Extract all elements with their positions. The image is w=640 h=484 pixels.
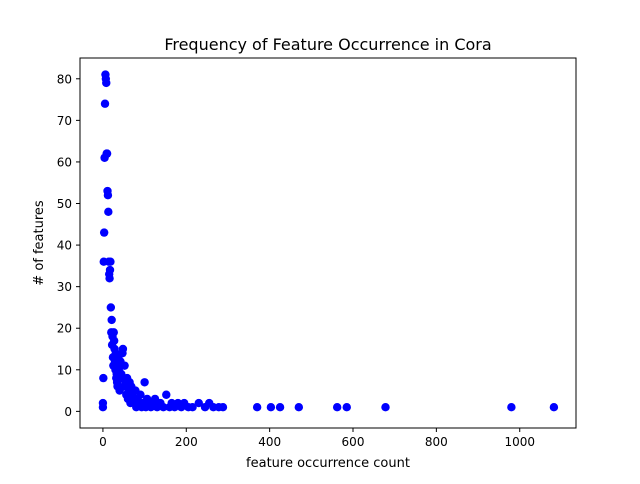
- y-tick-label-5: 50: [57, 197, 72, 211]
- data-point-75: [159, 403, 168, 412]
- data-point-9: [102, 78, 111, 88]
- axis-ticks: 0 200 400 600 800 1000 0 10 20 30 40 50 60 70 80: [57, 72, 535, 449]
- x-tick-label-1: 200: [175, 435, 198, 449]
- data-point-63: [136, 390, 145, 399]
- data-point-13: [103, 190, 113, 200]
- data-point-1: [98, 398, 108, 408]
- y-tick-label-7: 70: [57, 114, 72, 128]
- x-axis-label: feature occurrence count: [246, 456, 410, 471]
- y-tick-label-8: 80: [57, 72, 72, 86]
- x-tick-label-2: 400: [258, 435, 281, 449]
- data-point-66: [140, 378, 149, 387]
- x-tick-label-4: 800: [425, 435, 448, 449]
- data-point-76: [162, 390, 171, 399]
- data-point-99: [549, 403, 559, 412]
- data-point-27: [109, 328, 118, 337]
- data-points: [98, 70, 559, 412]
- data-point-90: [218, 403, 228, 412]
- data-point-45: [118, 344, 128, 354]
- data-point-6: [100, 99, 110, 108]
- data-point-17: [105, 274, 114, 283]
- data-point-94: [294, 403, 304, 412]
- y-tick-label-0: 0: [64, 405, 72, 419]
- data-point-85: [194, 398, 203, 408]
- data-point-22: [107, 315, 116, 325]
- y-tick-label-6: 60: [57, 155, 72, 169]
- data-point-18: [105, 265, 115, 275]
- x-tick-label-5: 1000: [504, 435, 535, 449]
- data-point-4: [99, 228, 109, 237]
- y-tick-label-2: 20: [57, 322, 72, 336]
- data-point-92: [266, 403, 276, 412]
- data-point-14: [104, 207, 113, 217]
- data-point-93: [275, 403, 285, 412]
- x-tick-label-3: 600: [342, 435, 365, 449]
- data-point-2: [99, 373, 108, 383]
- data-point-95: [332, 403, 342, 412]
- data-point-91: [252, 403, 262, 412]
- y-tick-label-4: 40: [57, 239, 72, 253]
- y-axis-label: # of features: [32, 200, 47, 286]
- data-point-98: [507, 403, 516, 412]
- x-tick-label-0: 0: [99, 435, 107, 449]
- data-point-97: [381, 403, 390, 412]
- y-tick-label-3: 30: [57, 280, 72, 294]
- data-point-19: [106, 257, 115, 266]
- data-point-84: [188, 403, 197, 412]
- chart-title: Frequency of Feature Occurrence in Cora: [164, 35, 491, 54]
- data-point-11: [102, 149, 112, 158]
- plot-frame: [79, 57, 577, 429]
- data-point-47: [120, 361, 129, 370]
- data-point-28: [109, 336, 119, 345]
- y-tick-label-1: 10: [57, 363, 72, 377]
- data-point-20: [106, 303, 116, 312]
- data-point-96: [342, 403, 351, 412]
